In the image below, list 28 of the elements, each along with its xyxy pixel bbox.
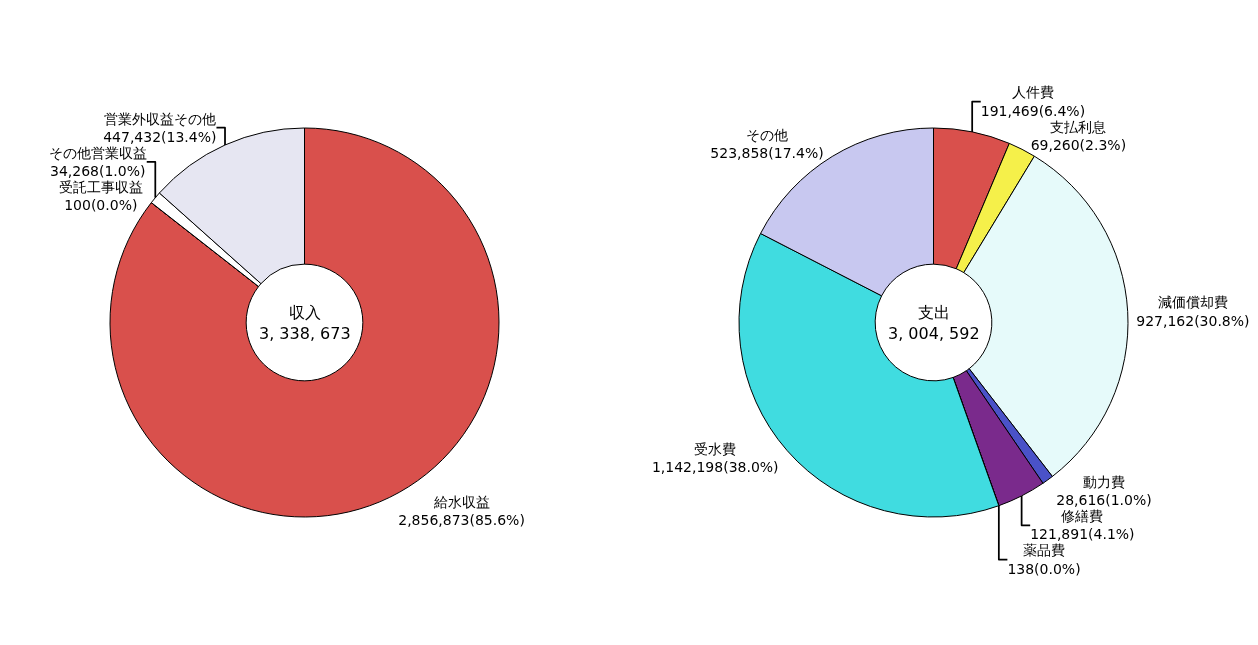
data-label: 447,432(13.4%)	[103, 128, 217, 145]
slice-label: 給水収益	[432, 494, 490, 511]
slice-label: 減価償却費	[1157, 294, 1228, 311]
slice-label: 受水費	[694, 440, 737, 457]
text: 収入	[288, 303, 321, 322]
data-label: 191,469(6.4%)	[980, 102, 1086, 119]
data-label: 523,858(17.4%)	[710, 145, 824, 162]
data-label: 28,616(1.0%)	[1056, 492, 1152, 509]
data-label: 69,260(2.3%)	[1030, 136, 1127, 153]
data-label: 121,891(4.1%)	[1030, 526, 1135, 543]
text: 支出	[917, 303, 950, 322]
slice-label: 修繕費	[1061, 508, 1104, 525]
text: 3, 338, 673	[259, 323, 351, 343]
slice-label: 営業外収益その他	[103, 110, 216, 127]
slice-label: 薬品費	[1023, 542, 1065, 559]
data-label: 138(0.0%)	[1007, 560, 1081, 577]
text: 3, 004, 592	[888, 323, 980, 343]
data-label: 2,856,873(85.6%)	[398, 512, 525, 529]
data-label: 927,162(30.8%)	[1136, 312, 1250, 329]
slice-label: 動力費	[1083, 474, 1125, 491]
data-label: 100(0.0%)	[64, 197, 138, 214]
slice-label: 受託工事収益	[58, 179, 143, 196]
slice-label: その他営業収益	[48, 144, 147, 161]
slice-label: 人件費	[1011, 84, 1054, 101]
data-label: 34,268(1.0%)	[50, 163, 146, 180]
slice-label: その他	[746, 126, 789, 143]
data-label: 1,142,198(38.0%)	[651, 459, 779, 476]
slice-label: 支払利息	[1050, 118, 1107, 135]
